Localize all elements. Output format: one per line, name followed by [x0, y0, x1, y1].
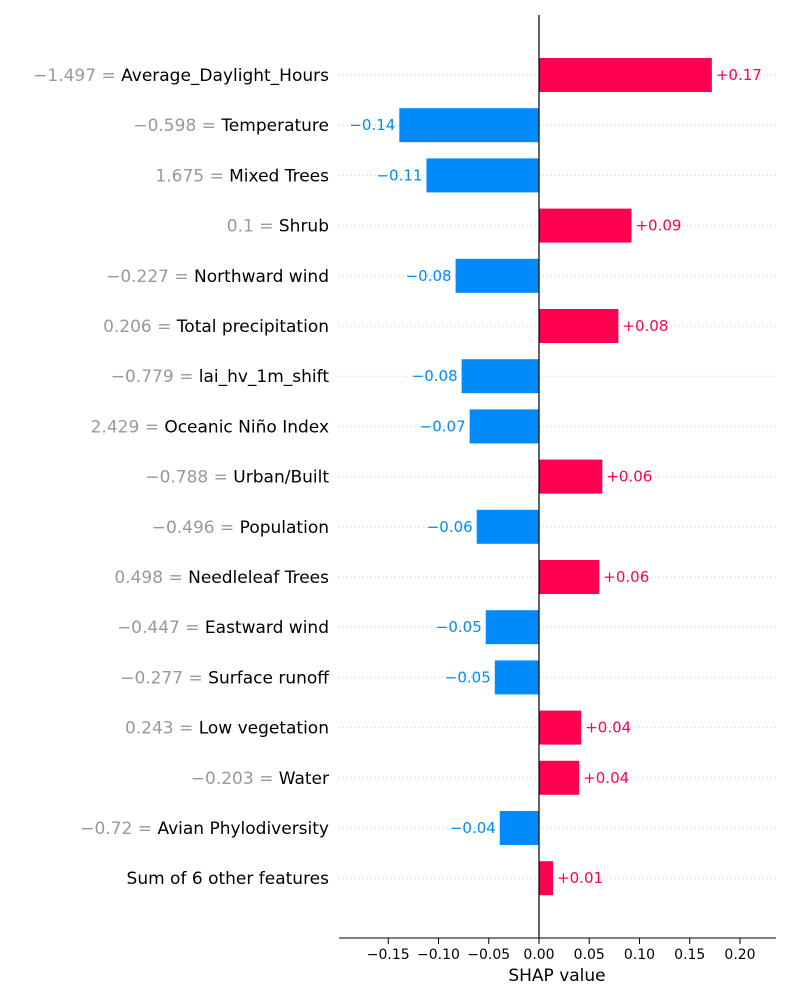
x-tick-label: 0.20	[724, 947, 755, 963]
feature-label: −0.277 = Surface runoff	[120, 668, 330, 688]
bar	[469, 409, 539, 444]
feature-value: −0.277 =	[120, 668, 208, 688]
feature-value: 0.498 =	[114, 568, 188, 588]
gridlines	[339, 74, 776, 879]
bar	[485, 610, 539, 645]
feature-name: Average_Daylight_Hours	[121, 66, 329, 86]
bar-value-label: −0.06	[427, 518, 473, 536]
feature-label: −0.496 = Population	[152, 518, 329, 538]
feature-name: Shrub	[279, 217, 329, 237]
bar	[455, 258, 539, 293]
x-axis-title: SHAP value	[508, 966, 605, 986]
bar-value-label: −0.05	[445, 668, 491, 686]
feature-value: −0.496 =	[152, 518, 240, 538]
bar	[539, 58, 712, 92]
feature-value: −0.779 =	[111, 367, 199, 387]
x-tick-label: −0.10	[417, 947, 460, 963]
feature-name: Surface runoff	[208, 668, 330, 688]
feature-value: −0.447 =	[117, 618, 205, 638]
feature-label: 0.498 = Needleleaf Trees	[114, 568, 329, 588]
x-tick-label: 0.00	[523, 947, 554, 963]
x-tick-label: 0.15	[674, 947, 705, 963]
feature-name: Low vegetation	[199, 719, 329, 739]
feature-name: Avian Phylodiversity	[157, 819, 329, 839]
feature-value: −0.788 =	[145, 468, 233, 488]
feature-label: −1.497 = Average_Daylight_Hours	[33, 66, 329, 86]
feature-label: −0.227 = Northward wind	[106, 267, 329, 287]
feature-label: −0.72 = Avian Phylodiversity	[80, 819, 329, 839]
x-tick-label: −0.05	[467, 947, 510, 963]
bar	[539, 208, 632, 243]
bar-value-label: +0.04	[583, 769, 629, 787]
bar	[539, 560, 600, 594]
feature-name: lai_hv_1m_shift	[199, 367, 330, 387]
bar	[399, 108, 539, 143]
feature-name: Needleleaf Trees	[188, 568, 329, 588]
bar	[539, 710, 582, 745]
x-axis: −0.15 −0.10 −0.05 0.00 0.05 0.10 0.15 0.20	[339, 937, 776, 963]
feature-name: Total precipitation	[176, 317, 329, 337]
feature-value: 0.243 =	[125, 719, 199, 739]
x-tick-label: −0.15	[367, 947, 410, 963]
feature-labels: −1.497 = Average_Daylight_Hours −0.598 = …	[33, 66, 330, 889]
bar	[539, 760, 580, 795]
bar-value-label: +0.09	[635, 217, 681, 235]
bars: +0.17 −0.14 −0.11 +0.09 −0.08 +0.08 −0.08 −0.07…	[349, 58, 762, 896]
bar	[499, 811, 539, 845]
feature-label: −0.447 = Eastward wind	[117, 618, 329, 638]
feature-label: 2.429 = Oceanic Niño Index	[91, 417, 329, 437]
bar	[539, 861, 554, 896]
feature-name: Water	[279, 769, 329, 789]
feature-value: −0.203 =	[191, 769, 279, 789]
bar-value-label: −0.08	[412, 367, 458, 385]
feature-value: −0.227 =	[106, 267, 194, 287]
x-tick-label: 0.10	[624, 947, 655, 963]
feature-label: −0.203 = Water	[191, 769, 329, 789]
bar-value-label: +0.04	[585, 719, 631, 737]
feature-label: 1.675 = Mixed Trees	[155, 166, 329, 186]
bar	[476, 509, 539, 544]
bar	[539, 459, 603, 494]
x-tick-label: 0.05	[574, 947, 605, 963]
feature-name: Eastward wind	[205, 618, 329, 638]
feature-name: Temperature	[220, 116, 329, 136]
feature-value: 0.1 =	[227, 217, 279, 237]
feature-value: −0.72 =	[80, 819, 157, 839]
bar	[461, 359, 539, 394]
feature-name: Sum of 6 other features	[127, 869, 330, 889]
bar-value-label: −0.04	[450, 819, 496, 837]
feature-label: Sum of 6 other features	[127, 869, 330, 889]
bar-value-label: +0.06	[603, 568, 649, 586]
bar-value-label: +0.01	[557, 869, 603, 887]
feature-value: −1.497 =	[33, 66, 121, 86]
bar-value-label: −0.11	[376, 166, 422, 184]
feature-value: 0.206 =	[103, 317, 177, 337]
feature-label: −0.788 = Urban/Built	[145, 468, 329, 488]
feature-name: Population	[240, 518, 329, 538]
bar	[426, 158, 539, 193]
bar	[494, 660, 539, 695]
bar	[539, 309, 619, 343]
bar-value-label: +0.17	[716, 66, 762, 84]
bar-value-label: +0.06	[606, 468, 652, 486]
bar-value-label: −0.14	[349, 116, 395, 134]
bar-value-label: −0.07	[420, 417, 466, 435]
feature-label: −0.779 = lai_hv_1m_shift	[111, 367, 330, 387]
feature-value: 2.429 =	[91, 417, 165, 437]
bar-value-label: −0.05	[436, 618, 482, 636]
feature-label: 0.243 = Low vegetation	[125, 719, 329, 739]
feature-name: Northward wind	[194, 267, 329, 287]
bar-value-label: +0.08	[622, 317, 668, 335]
feature-name: Oceanic Niño Index	[164, 417, 329, 437]
feature-label: 0.1 = Shrub	[227, 217, 329, 237]
feature-value: −0.598 =	[133, 116, 221, 136]
feature-label: −0.598 = Temperature	[133, 116, 329, 136]
feature-label: 0.206 = Total precipitation	[103, 317, 329, 337]
feature-value: 1.675 =	[155, 166, 229, 186]
bar-value-label: −0.08	[406, 267, 452, 285]
feature-name: Mixed Trees	[229, 166, 329, 186]
feature-name: Urban/Built	[233, 468, 329, 488]
